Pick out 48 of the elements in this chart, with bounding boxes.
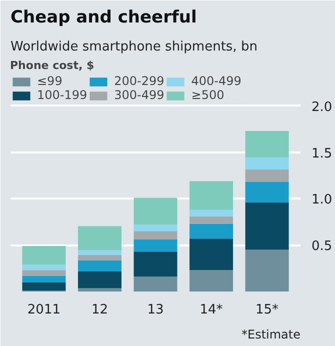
bar	[78, 260, 122, 272]
y-tick-label: 1.5	[312, 146, 332, 162]
bar	[190, 210, 234, 216]
bar	[245, 250, 289, 292]
legend-label: ≥500	[191, 88, 224, 102]
bar	[134, 231, 178, 240]
bar	[190, 270, 234, 292]
bar	[134, 224, 178, 232]
bar	[78, 272, 122, 288]
bar	[22, 276, 66, 282]
y-tick-label: 2.0	[312, 100, 332, 115]
x-tick-label: 12	[91, 302, 108, 318]
bar	[22, 264, 66, 270]
bar	[78, 226, 122, 250]
y-tick-label: 0.5	[312, 239, 332, 254]
bar	[134, 276, 178, 292]
bar	[78, 250, 122, 255]
bar	[134, 252, 178, 277]
bar	[22, 246, 66, 265]
bar	[245, 157, 289, 170]
legend-label: 100-199	[37, 88, 88, 102]
legend-title: Phone cost, $	[10, 59, 96, 72]
bar	[190, 238, 234, 270]
bar	[22, 270, 66, 276]
x-tick-label: 15*	[256, 302, 280, 318]
bar	[190, 224, 234, 239]
bar	[134, 240, 178, 252]
x-tick-label: 2011	[27, 302, 61, 318]
legend-label: 400-499	[191, 74, 242, 88]
bar	[245, 169, 289, 182]
legend-label: ≤99	[37, 74, 62, 88]
bar	[190, 181, 234, 210]
x-tick-label: 14*	[200, 302, 224, 318]
x-tick-label: 13	[147, 302, 164, 318]
legend-label: 300-499	[114, 88, 164, 102]
bar	[78, 254, 122, 260]
legend-label: 200-299	[114, 74, 164, 88]
bar	[134, 198, 178, 225]
text: *Estimate	[241, 328, 301, 342]
chart-title: Cheap and cheerful	[10, 8, 197, 28]
bar	[22, 282, 66, 291]
bar	[245, 182, 289, 202]
y-tick-label: 1.0	[312, 192, 332, 208]
bar	[78, 288, 122, 292]
bar	[190, 216, 234, 224]
bar	[245, 130, 289, 158]
bar	[245, 202, 289, 250]
chart-subtitle: Worldwide smartphone shipments, bn	[10, 40, 258, 54]
